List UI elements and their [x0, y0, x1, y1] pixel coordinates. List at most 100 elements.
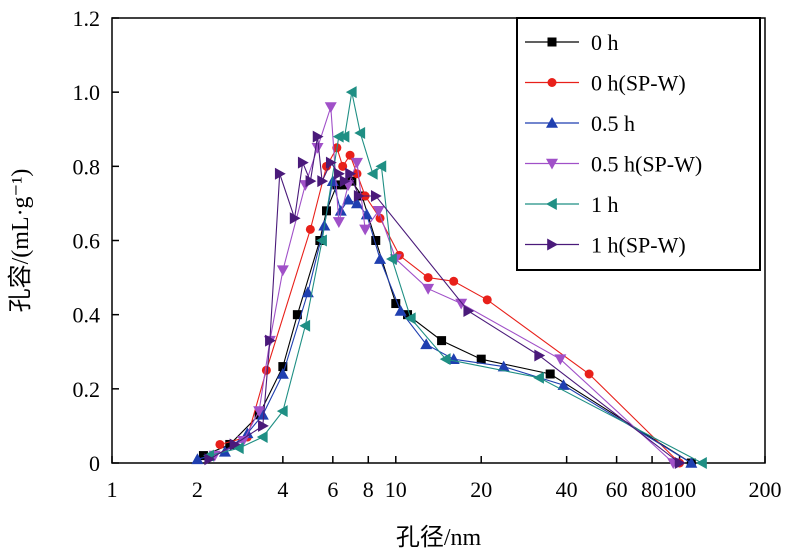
- data-point: [332, 217, 345, 228]
- y-tick-label: 1.2: [73, 6, 101, 31]
- data-point: [256, 431, 268, 444]
- data-point: [191, 453, 204, 465]
- legend-marker: [547, 238, 558, 251]
- series-layer: [191, 86, 707, 469]
- legend-item: 0.5 h: [525, 111, 635, 136]
- data-point: [305, 224, 315, 234]
- data-point: [696, 457, 707, 469]
- data-point: [370, 190, 382, 202]
- y-tick-label: 0.8: [73, 154, 101, 179]
- legend-label: 1 h: [591, 192, 619, 217]
- legend-marker: [547, 37, 557, 47]
- data-point: [533, 371, 544, 384]
- data-point: [289, 212, 301, 225]
- data-point: [439, 353, 451, 366]
- data-point: [338, 161, 348, 171]
- data-point: [338, 130, 350, 143]
- y-tick-label: 0.2: [73, 377, 101, 402]
- x-axis: 1 2 4 6 8 10 20 40 60 80 100 200: [107, 456, 782, 502]
- x-tick-label: 20: [470, 477, 492, 502]
- data-point: [312, 130, 324, 143]
- data-point: [274, 167, 286, 180]
- y-tick-label: 0.4: [73, 303, 101, 328]
- x-tick-label: 4: [277, 477, 288, 502]
- data-point: [276, 368, 289, 379]
- y-axis: 0 0.2 0.4 0.6 0.8 1.0 1.2: [73, 6, 119, 476]
- data-point: [420, 338, 433, 350]
- data-point: [297, 156, 309, 169]
- x-tick-label: 6: [327, 477, 338, 502]
- series-3: [208, 102, 680, 469]
- data-point: [345, 150, 355, 160]
- data-point: [340, 180, 350, 190]
- data-point: [371, 236, 381, 245]
- legend-item: 0 h(SP-W): [525, 71, 686, 96]
- legend-item: 1 h: [525, 192, 619, 217]
- data-point: [352, 169, 362, 179]
- x-tick-label: 1: [107, 477, 118, 502]
- data-point: [437, 336, 447, 346]
- data-point: [237, 435, 250, 447]
- x-tick-label: 200: [749, 477, 782, 502]
- legend-box: [516, 17, 761, 271]
- legend-marker: [546, 158, 558, 170]
- data-point: [232, 442, 244, 455]
- data-point: [354, 126, 366, 139]
- x-tick-label: 40: [556, 477, 578, 502]
- data-point: [278, 362, 288, 372]
- data-point: [359, 224, 372, 236]
- data-point: [557, 379, 570, 390]
- data-point: [261, 365, 271, 375]
- data-point: [463, 304, 475, 317]
- x-tick-label: 100: [663, 477, 696, 502]
- legend-label: 0.5 h(SP-W): [591, 152, 702, 177]
- data-point: [276, 265, 289, 277]
- data-point: [265, 334, 276, 347]
- data-point: [685, 457, 698, 468]
- data-point: [229, 438, 241, 451]
- legend-label: 0 h(SP-W): [591, 71, 686, 96]
- data-point: [316, 234, 327, 247]
- legend-marker: [547, 78, 557, 87]
- data-point: [345, 86, 357, 99]
- data-point: [317, 175, 329, 188]
- data-point: [476, 354, 486, 364]
- data-point: [299, 319, 311, 332]
- data-point: [422, 283, 435, 295]
- data-point: [311, 142, 324, 154]
- data-point: [449, 276, 459, 286]
- data-point: [394, 304, 407, 316]
- data-point: [366, 167, 378, 180]
- data-point: [325, 156, 337, 169]
- x-tick-label: 2: [192, 477, 203, 502]
- data-point: [276, 405, 288, 418]
- data-point: [342, 193, 355, 205]
- data-point: [215, 439, 225, 449]
- data-point: [253, 406, 266, 418]
- data-point: [332, 130, 344, 143]
- data-point: [301, 286, 314, 298]
- data-point: [482, 295, 492, 305]
- data-point: [534, 349, 546, 362]
- data-point: [404, 312, 416, 325]
- data-point: [324, 102, 337, 113]
- legend-item: 0 h: [525, 30, 619, 55]
- legend-marker: [546, 198, 557, 210]
- legend-label: 0 h: [591, 30, 619, 55]
- data-point: [374, 253, 387, 264]
- data-point: [391, 299, 401, 309]
- x-tick-label: 10: [385, 477, 407, 502]
- data-point: [204, 453, 216, 466]
- data-point: [372, 206, 385, 217]
- data-point: [305, 175, 317, 188]
- series-5: [204, 130, 686, 469]
- data-point: [386, 253, 397, 266]
- data-point: [345, 167, 357, 180]
- legend-label: 0.5 h: [591, 111, 635, 136]
- data-point: [375, 160, 387, 173]
- data-point: [256, 408, 269, 420]
- legend-item: 0.5 h(SP-W): [525, 152, 702, 177]
- data-point: [554, 354, 567, 366]
- data-point: [350, 157, 363, 169]
